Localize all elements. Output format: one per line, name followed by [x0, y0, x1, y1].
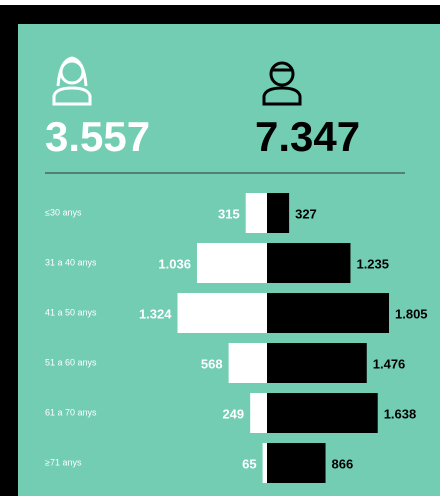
male-icon	[262, 61, 302, 106]
category-label: 51 a 60 anys	[45, 357, 97, 367]
value-label: 327	[295, 206, 317, 221]
male-bar	[267, 243, 351, 283]
value-label: 568	[201, 356, 223, 371]
value-label: 1.235	[356, 256, 389, 271]
female-bar	[262, 443, 267, 483]
value-label: 1.476	[373, 356, 406, 371]
male-bar	[267, 443, 326, 483]
value-label: 65	[242, 456, 256, 471]
category-label: 41 a 50 anys	[45, 307, 97, 317]
female-bar	[250, 393, 267, 433]
male-bar	[267, 293, 389, 333]
value-label: 249	[222, 406, 244, 421]
female-icon	[52, 56, 92, 106]
category-label: ≤30 anys	[45, 207, 82, 217]
value-label: 1.805	[395, 306, 428, 321]
female-bar	[228, 343, 267, 383]
value-label: 1.036	[158, 256, 191, 271]
male-bar	[267, 393, 378, 433]
category-label: ≥71 anys	[45, 457, 82, 467]
female-bar	[196, 243, 267, 283]
top-margin	[0, 0, 440, 5]
male-total: 7.347	[255, 113, 360, 160]
male-bar	[267, 343, 367, 383]
category-label: 61 a 70 anys	[45, 407, 97, 417]
value-label: 1.638	[384, 406, 417, 421]
female-bar	[177, 293, 267, 333]
value-label: 1.324	[139, 306, 172, 321]
category-label: 31 a 40 anys	[45, 257, 97, 267]
value-label: 315	[218, 206, 240, 221]
value-label: 866	[332, 456, 354, 471]
female-total: 3.557	[45, 113, 150, 160]
female-bar	[245, 193, 267, 233]
male-bar	[267, 193, 290, 233]
